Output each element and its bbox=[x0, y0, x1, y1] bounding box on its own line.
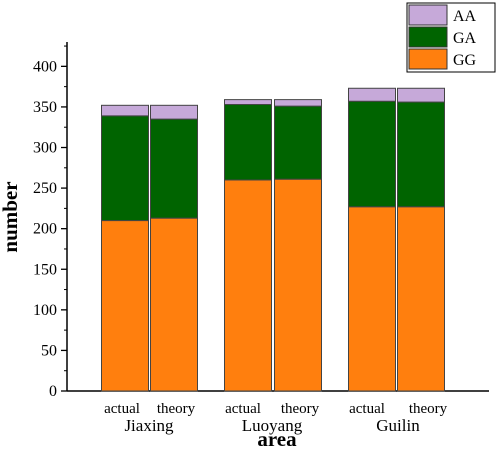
x-category-label: actual bbox=[349, 401, 385, 417]
y-tick-label: 350 bbox=[33, 99, 57, 116]
bar-aa-guilin-theory bbox=[397, 87, 445, 103]
y-tick-label: 200 bbox=[33, 221, 57, 238]
y-tick-label: 400 bbox=[33, 58, 57, 75]
bar-gg-luoyang-actual bbox=[224, 179, 272, 392]
bar-gg-jiaxing-theory bbox=[150, 217, 198, 392]
y-tick-label: 300 bbox=[33, 140, 57, 157]
bar-ga-luoyang-actual bbox=[224, 103, 272, 181]
y-tick-label: 100 bbox=[33, 302, 57, 319]
x-axis-title: area bbox=[257, 427, 297, 451]
x-group-label: Jiaxing bbox=[124, 416, 174, 435]
x-category-label: actual bbox=[225, 401, 261, 417]
x-group-label: Guilin bbox=[376, 416, 420, 435]
y-axis-title: number bbox=[0, 181, 22, 252]
bar-gg-luoyang-theory bbox=[274, 178, 322, 392]
y-tick-label: 50 bbox=[41, 342, 57, 359]
bar-gg-jiaxing-actual bbox=[101, 220, 149, 392]
bar-ga-luoyang-theory bbox=[274, 105, 322, 180]
bar-aa-luoyang-theory bbox=[274, 99, 322, 107]
y-tick-label: 0 bbox=[49, 383, 57, 400]
bar-aa-luoyang-actual bbox=[224, 99, 272, 105]
bar-aa-guilin-actual bbox=[348, 87, 396, 102]
bar-ga-jiaxing-actual bbox=[101, 115, 149, 222]
bar-ga-guilin-theory bbox=[397, 101, 445, 208]
bar-gg-guilin-theory bbox=[397, 206, 445, 392]
legend: AA GA GG bbox=[406, 2, 496, 73]
legend-label-gg: GG bbox=[453, 52, 477, 69]
x-category-label: theory bbox=[157, 401, 196, 417]
x-category-label: theory bbox=[281, 401, 320, 417]
x-category-label: actual bbox=[104, 401, 140, 417]
bar-gg-guilin-actual bbox=[348, 206, 396, 392]
x-category-label: theory bbox=[409, 401, 448, 417]
legend-swatch-ga bbox=[408, 26, 448, 48]
x-group-label: Luoyang bbox=[242, 416, 303, 435]
bar-ga-guilin-actual bbox=[348, 100, 396, 208]
legend-label-ga: GA bbox=[453, 30, 477, 47]
legend-label-aa: AA bbox=[453, 8, 477, 25]
y-tick-label: 250 bbox=[33, 180, 57, 197]
legend-swatch-gg bbox=[408, 48, 448, 70]
bar-ga-jiaxing-theory bbox=[150, 118, 198, 219]
bars-layer bbox=[101, 87, 445, 392]
bar-aa-jiaxing-actual bbox=[101, 104, 149, 117]
legend-swatch-aa bbox=[408, 4, 448, 26]
bar-aa-jiaxing-theory bbox=[150, 104, 198, 120]
y-tick-label: 150 bbox=[33, 261, 57, 278]
